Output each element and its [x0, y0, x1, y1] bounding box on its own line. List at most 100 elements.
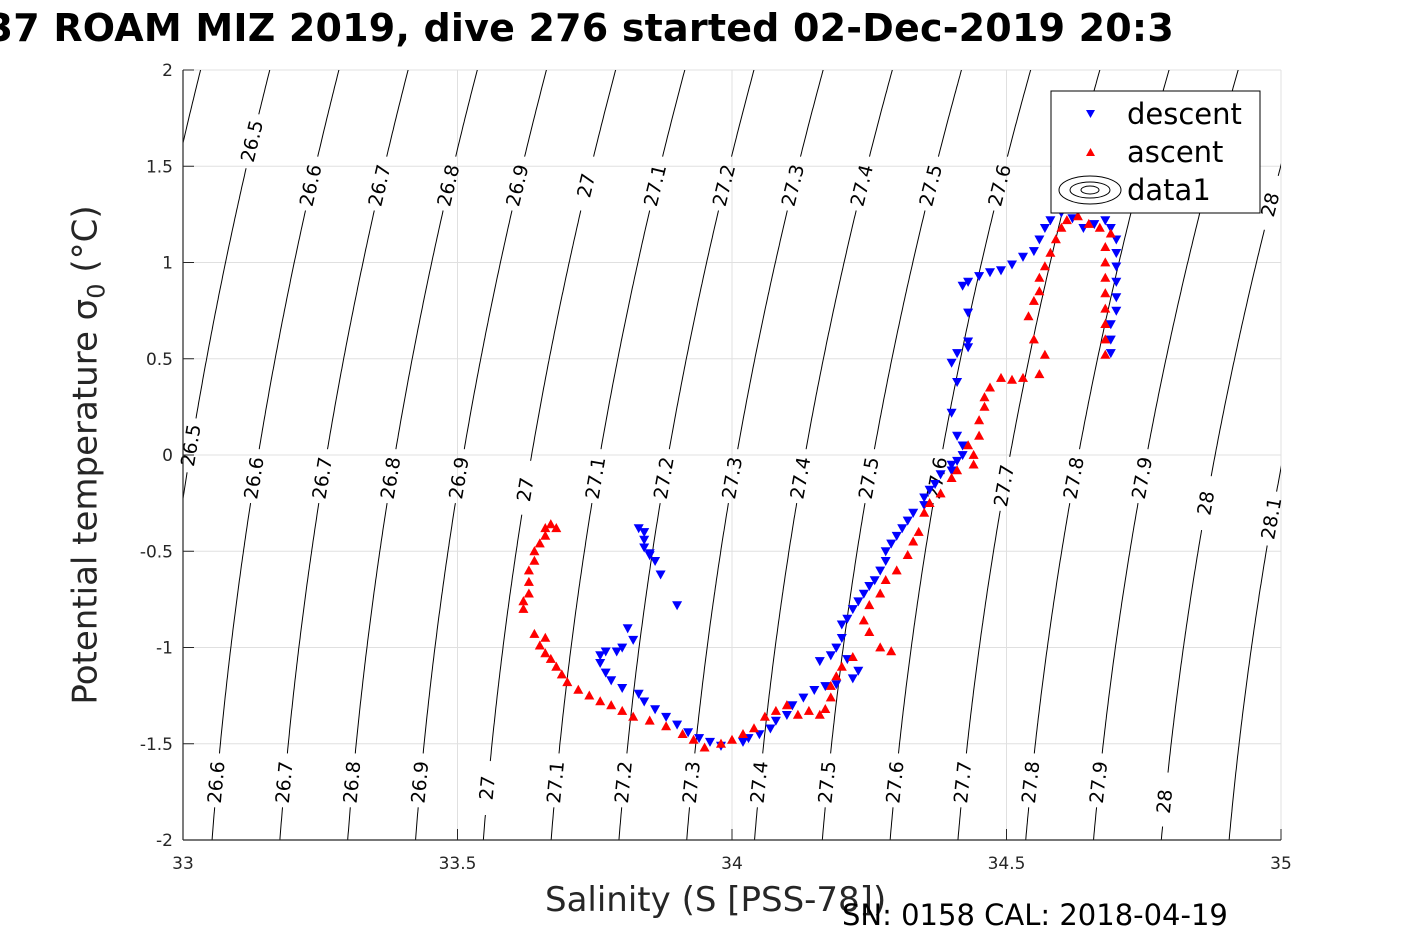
descent-point	[611, 647, 622, 657]
contour-line-26.9	[463, 210, 513, 450]
descent-point	[1111, 306, 1122, 316]
contour-line-27.3	[737, 210, 788, 450]
ascent-point	[875, 588, 886, 598]
contour-label: 28	[1153, 788, 1177, 814]
ascent-point	[606, 700, 617, 710]
contour-label: 26.9	[407, 760, 433, 804]
descent-point	[836, 620, 847, 630]
legend: descent ascent data1	[1050, 90, 1261, 214]
contour-line-27.4	[869, 70, 893, 157]
contour-line-27.2	[731, 70, 755, 157]
descent-point	[1105, 335, 1116, 345]
contour-ring	[1080, 185, 1100, 195]
legend-descent-marker-icon	[1086, 110, 1095, 118]
ascent-point	[699, 742, 710, 752]
x-tick-label: 35	[1270, 854, 1292, 874]
ascent-point	[1039, 261, 1050, 271]
ascent-point	[902, 549, 913, 560]
contour-line-27.4	[753, 807, 758, 840]
ascent-point	[1034, 369, 1045, 379]
ascent-point	[831, 671, 842, 681]
ascent-point	[1100, 257, 1111, 267]
contour-line-27.2	[626, 503, 661, 754]
descent-point	[655, 570, 666, 580]
ascent-point	[825, 680, 836, 690]
descent-point	[672, 720, 683, 730]
descent-point	[946, 408, 957, 418]
ascent-point	[803, 705, 814, 715]
descent-point	[672, 601, 683, 611]
series-ascent	[518, 211, 1116, 752]
contour-line-27.8	[1033, 503, 1071, 754]
descent-point	[957, 281, 968, 291]
ascent-point	[1034, 286, 1045, 296]
ascent-point	[1100, 272, 1111, 282]
descent-point	[595, 651, 606, 661]
contour-line-27.0	[482, 814, 486, 840]
ascent-point	[540, 530, 551, 540]
descent-point	[919, 493, 930, 503]
ascent-point	[1100, 288, 1111, 298]
contour-line-26.8	[455, 70, 478, 157]
contour-line-26.7	[386, 70, 409, 157]
contour-line-28.0	[1160, 826, 1164, 840]
descent-point	[633, 524, 644, 534]
ascent-point	[908, 536, 919, 546]
descent-point	[1089, 220, 1100, 230]
ascent-point	[726, 734, 738, 744]
descent-point	[957, 441, 968, 451]
ascent-point	[952, 465, 963, 475]
contour-label: 27.1	[543, 760, 569, 804]
descent-point	[1111, 293, 1122, 303]
ascent-point	[864, 599, 875, 610]
x-tick-label: 34	[721, 854, 743, 874]
descent-point	[639, 528, 650, 538]
descent-point	[847, 674, 858, 684]
ascent-point	[534, 538, 545, 548]
contour-line-26.8	[354, 503, 388, 754]
legend-label-data1: data1	[1127, 173, 1211, 207]
contour-line-26.7	[327, 210, 375, 450]
ascent-point	[518, 603, 529, 613]
descent-point	[897, 524, 908, 534]
ascent-point	[584, 690, 595, 700]
y-tick-label: 1.5	[146, 157, 173, 177]
legend-contour-icon	[1058, 175, 1122, 205]
ascent-point	[523, 565, 534, 575]
x-tick-label: 33.5	[439, 854, 477, 874]
contour-label: 27.8	[1018, 760, 1044, 804]
descent-point	[957, 451, 968, 461]
ascent-point	[825, 692, 836, 702]
contour-label: 27	[476, 775, 500, 801]
ascent-point	[1006, 374, 1018, 384]
descent-point	[1105, 349, 1116, 359]
descent-point	[606, 676, 617, 686]
contour-label: 27.2	[611, 760, 637, 804]
descent-point	[963, 343, 974, 353]
descent-point	[875, 566, 886, 576]
contour-line-27.7	[957, 807, 962, 840]
y-axis-label: Potential temperature σ0 (°C)	[66, 205, 111, 704]
ascent-point	[1017, 372, 1029, 382]
contour-label: 27	[573, 171, 600, 200]
ascent-point	[1039, 349, 1050, 359]
descent-point	[908, 508, 919, 518]
descent-point	[974, 272, 985, 282]
ascent-point	[974, 430, 985, 440]
ascent-point	[523, 576, 534, 586]
descent-point	[984, 268, 996, 278]
contour-ring	[1069, 181, 1111, 199]
ascent-point	[924, 497, 935, 508]
ascent-point	[759, 711, 770, 721]
series-descent	[595, 208, 1122, 751]
contour-label: 27	[513, 476, 539, 503]
descent-point	[1111, 277, 1122, 287]
descent-point	[1111, 262, 1122, 272]
descent-point	[836, 633, 847, 644]
contour-line-27.6	[1006, 70, 1032, 157]
contour-line-27.1	[550, 807, 555, 840]
ascent-point	[1100, 303, 1111, 313]
contour-line-27.8	[1025, 807, 1030, 840]
contour-label: 27.9	[1086, 760, 1112, 804]
y-tick-label: -1.5	[140, 735, 173, 755]
